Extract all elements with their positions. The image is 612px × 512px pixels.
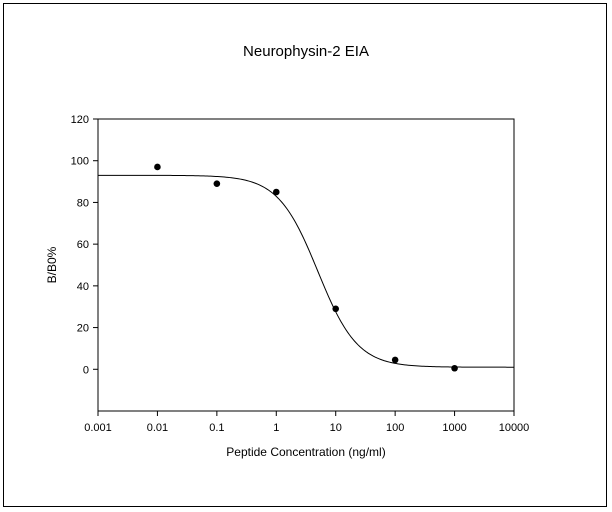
x-tick-label: 10000 bbox=[499, 422, 530, 434]
data-point bbox=[451, 364, 458, 372]
y-axis-ticks: 120 100 80 60 40 20 0 bbox=[71, 114, 98, 376]
x-tick-label: 0.01 bbox=[147, 422, 168, 434]
data-point bbox=[154, 163, 161, 171]
chart-title: Neurophysin-2 EIA bbox=[243, 43, 369, 60]
fit-curve bbox=[98, 174, 514, 368]
y-tick-label: 0 bbox=[83, 364, 89, 376]
x-tick-label: 1000 bbox=[442, 422, 466, 434]
data-point bbox=[332, 305, 340, 313]
plot-area bbox=[97, 118, 515, 412]
x-tick-label: 100 bbox=[386, 422, 404, 434]
data-point bbox=[213, 180, 221, 187]
x-axis-ticks: 0.001 0.01 0.1 1 10 100 1000 10000 bbox=[84, 411, 529, 434]
y-tick-label: 40 bbox=[77, 281, 89, 293]
y-tick-label: 120 bbox=[71, 114, 89, 126]
chart-frame bbox=[3, 3, 607, 507]
data-points bbox=[154, 163, 458, 372]
y-axis-label: B/B0% bbox=[45, 246, 59, 283]
x-tick-label: 0.001 bbox=[84, 422, 112, 434]
y-tick-label: 20 bbox=[77, 323, 89, 335]
data-point bbox=[391, 356, 399, 364]
y-tick-label: 80 bbox=[77, 197, 89, 209]
y-tick-label: 60 bbox=[77, 239, 89, 251]
x-tick-label: 0.1 bbox=[209, 422, 224, 434]
data-point bbox=[272, 188, 280, 196]
x-tick-label: 10 bbox=[330, 422, 342, 434]
x-tick-label: 1 bbox=[273, 422, 279, 434]
y-tick-label: 100 bbox=[71, 156, 89, 168]
x-axis-label: Peptide Concentration (ng/ml) bbox=[226, 445, 385, 459]
